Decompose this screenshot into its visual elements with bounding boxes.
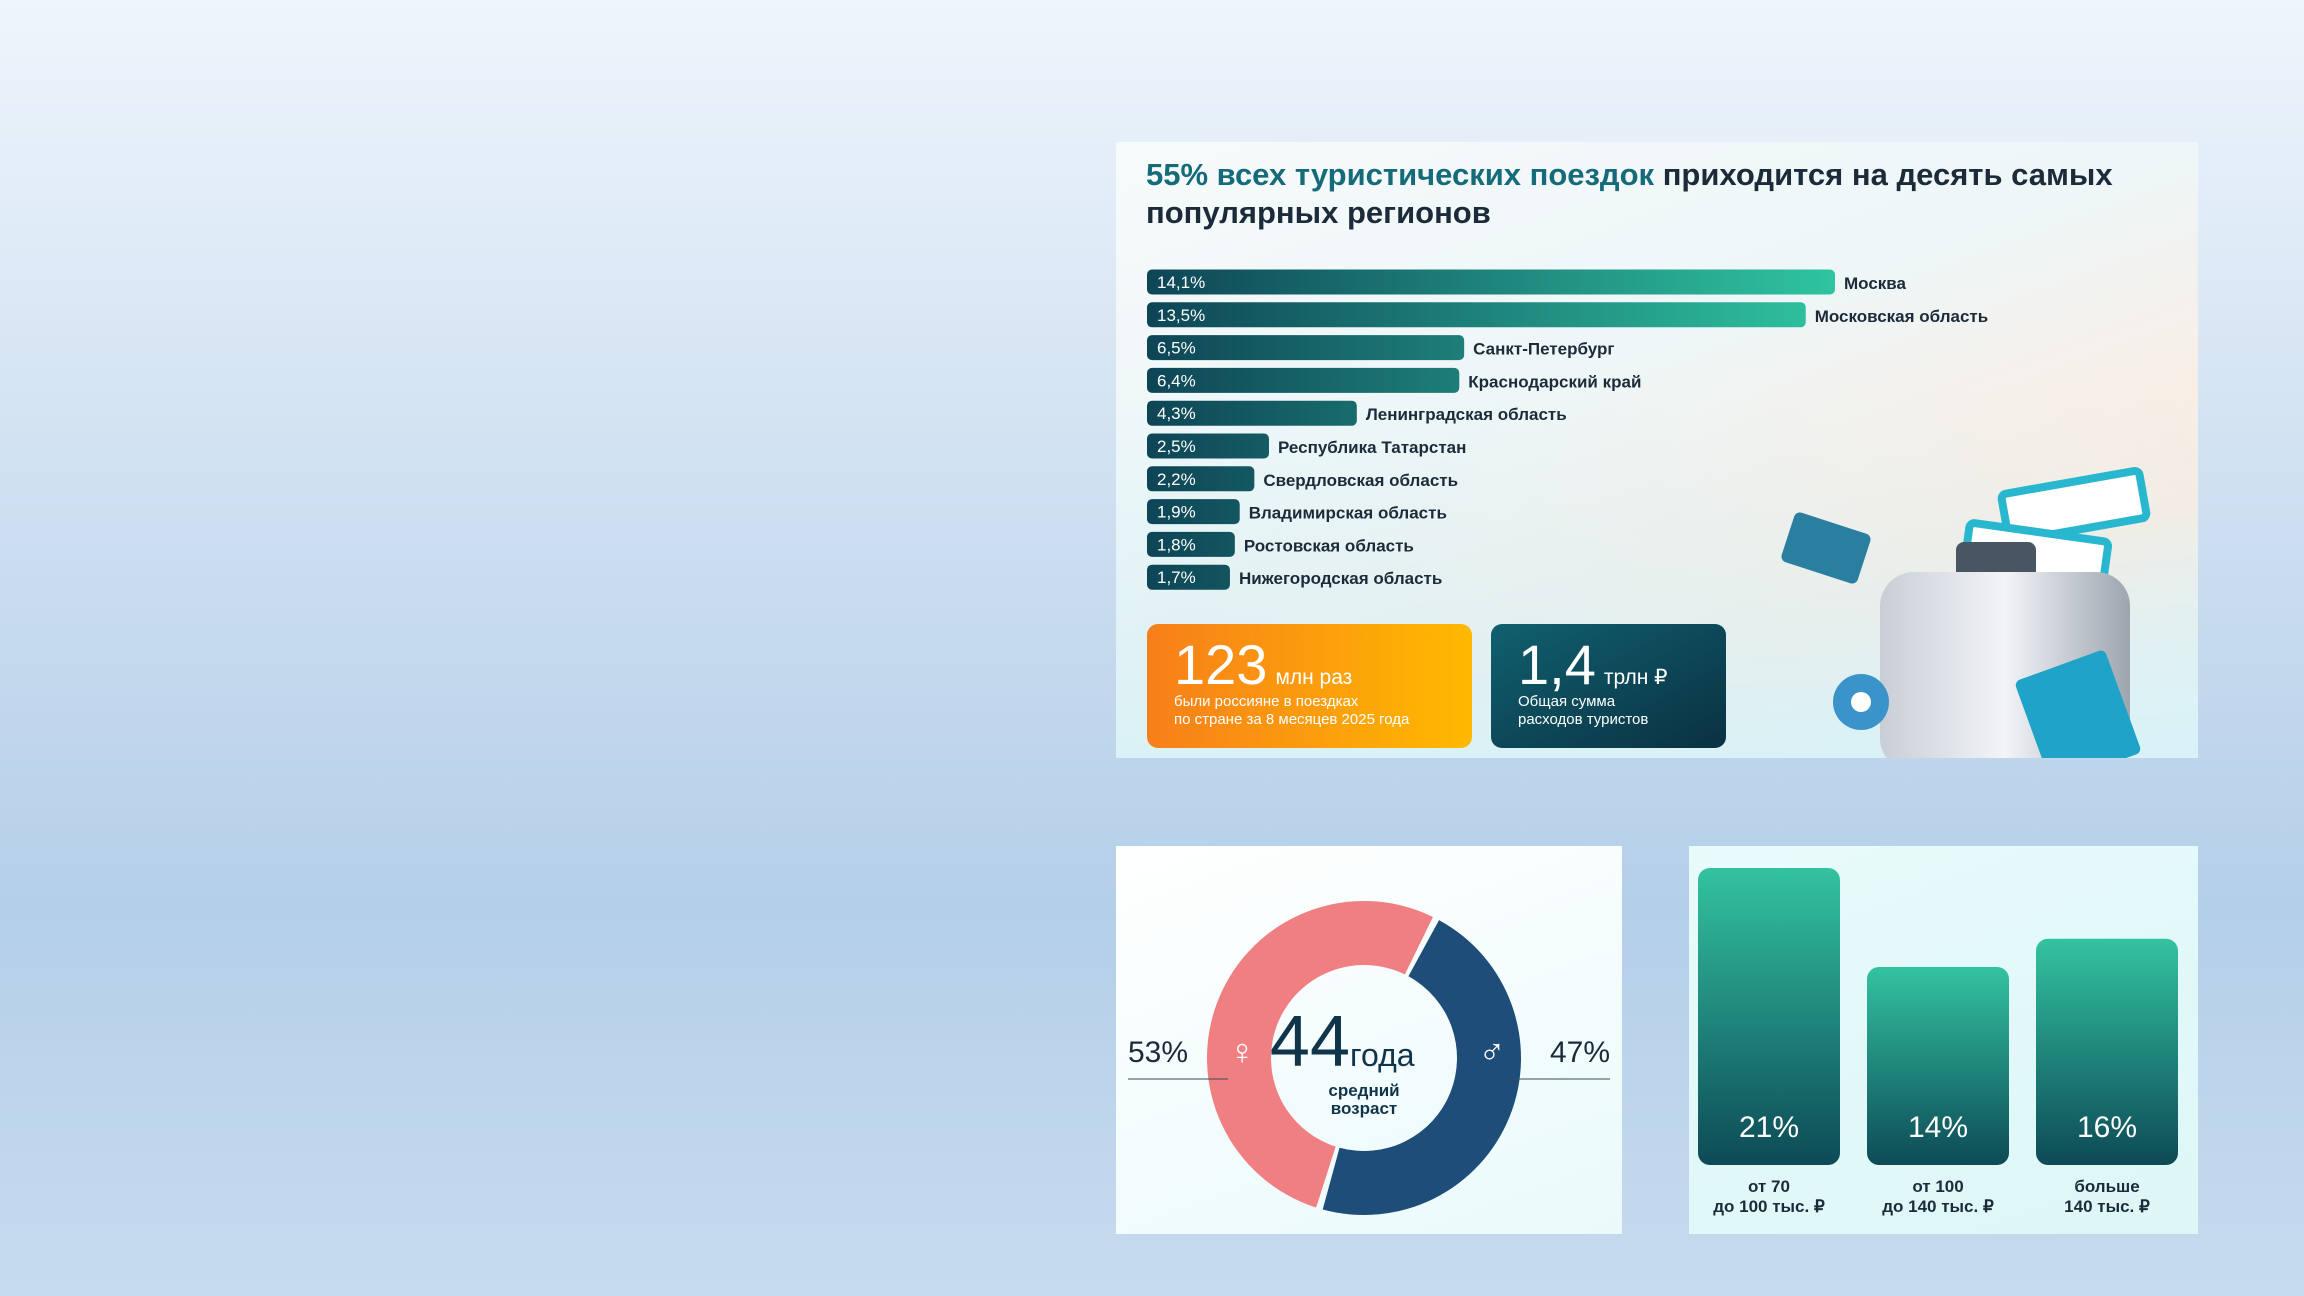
category-label: Москва <box>1844 274 1907 293</box>
regions-chart: 14,1% Москва 13,5% Московская область 6,5% Са… <box>1147 269 2151 758</box>
income-panel: 21% от 70 до 100 тыс. ₽ 14% от 100 до 140 тыс… <box>1689 846 2198 1234</box>
category-label: до 140 тыс. ₽ <box>1882 1197 1994 1216</box>
value-label: 1,7% <box>1157 568 1196 587</box>
title-rest: приходится на десять самых популярных ре… <box>1146 157 2113 230</box>
category-label: Нижегородская область <box>1239 569 1442 588</box>
category-label: от 70 <box>1748 1177 1790 1196</box>
category-label: до 100 тыс. ₽ <box>1713 1197 1825 1216</box>
center-unit: года <box>1350 1037 1415 1073</box>
donut-segment <box>1322 920 1521 1215</box>
passport-icon <box>2015 650 2141 758</box>
category-label: Владимирская область <box>1249 504 1447 523</box>
bar <box>1698 868 1840 1165</box>
stat-number: 123 <box>1174 633 1267 696</box>
bar <box>1147 400 1357 426</box>
center-caption: возраст <box>1331 1099 1397 1118</box>
bar <box>1147 564 1230 590</box>
value-label: 16% <box>2077 1111 2137 1144</box>
category-label: Московская область <box>1815 307 1988 326</box>
value-label: 14,1% <box>1157 273 1205 292</box>
title-highlight: 55% всех туристических поездок <box>1146 157 1655 192</box>
value-label: 2,5% <box>1157 437 1196 456</box>
category-label: 140 тыс. ₽ <box>2064 1197 2150 1216</box>
center-caption: средний <box>1328 1081 1399 1100</box>
regions-panel: 55% всех туристических поездок приходитс… <box>1116 142 2198 758</box>
category-label: Краснодарский край <box>1468 372 1641 391</box>
category-label: от 100 <box>1912 1177 1963 1196</box>
ticket-icon <box>1997 467 2151 545</box>
value-label: 6,4% <box>1157 371 1196 390</box>
stat-box <box>1147 624 1472 748</box>
stat-unit: трлн ₽ <box>1604 666 1668 689</box>
pin-dot <box>1851 692 1871 712</box>
value-label: 4,3% <box>1157 404 1196 423</box>
category-label: Республика Татарстан <box>1278 438 1466 457</box>
stat-caption: по стране за 8 месяцев 2025 года <box>1174 711 1410 728</box>
category-label: Свердловская область <box>1263 471 1458 490</box>
category-label: Ленинградская область <box>1366 405 1567 424</box>
stat-caption: Общая сумма <box>1518 693 1616 710</box>
category-label: больше <box>2074 1177 2139 1196</box>
bar <box>1147 335 1465 361</box>
bar <box>1147 367 1460 393</box>
chart-title: 55% всех туристических поездок приходитс… <box>1146 156 2126 232</box>
bar <box>1147 269 1835 295</box>
stat-caption: расходов туристов <box>1518 711 1648 728</box>
category-label: Санкт-Петербург <box>1473 340 1614 359</box>
bar <box>1147 433 1269 459</box>
center-value: 44 <box>1270 1002 1350 1082</box>
value-label: 14% <box>1908 1111 1968 1144</box>
decoration <box>1781 467 2151 758</box>
bar <box>1147 466 1255 492</box>
category-label: Ростовская область <box>1244 536 1414 555</box>
value-label: 13,5% <box>1157 306 1205 325</box>
value-label: 47% <box>1550 1036 1610 1069</box>
value-label: 1,9% <box>1157 503 1196 522</box>
value-label: 53% <box>1128 1036 1188 1069</box>
bar <box>1867 967 2009 1165</box>
stat-caption: были россияне в поездках <box>1174 693 1359 710</box>
value-label: 2,2% <box>1157 470 1196 489</box>
value-label: 1,8% <box>1157 535 1196 554</box>
stat-box <box>1491 624 1726 748</box>
bar <box>1147 531 1235 557</box>
card-icon <box>1781 512 1871 584</box>
donut-segment <box>1207 901 1433 1208</box>
gender-panel: 53% ♀ 47% ♂ 44 года средний возраст <box>1116 846 1622 1234</box>
stat-number: 1,4 <box>1518 633 1596 696</box>
stat-unit: млн раз <box>1275 666 1352 689</box>
bar <box>1147 302 1806 328</box>
gender-symbol: ♀ <box>1229 1031 1256 1072</box>
gender-symbol: ♂ <box>1479 1031 1506 1072</box>
bar <box>1147 499 1240 525</box>
value-label: 6,5% <box>1157 339 1196 358</box>
bar <box>2036 938 2178 1165</box>
value-label: 21% <box>1739 1111 1799 1144</box>
